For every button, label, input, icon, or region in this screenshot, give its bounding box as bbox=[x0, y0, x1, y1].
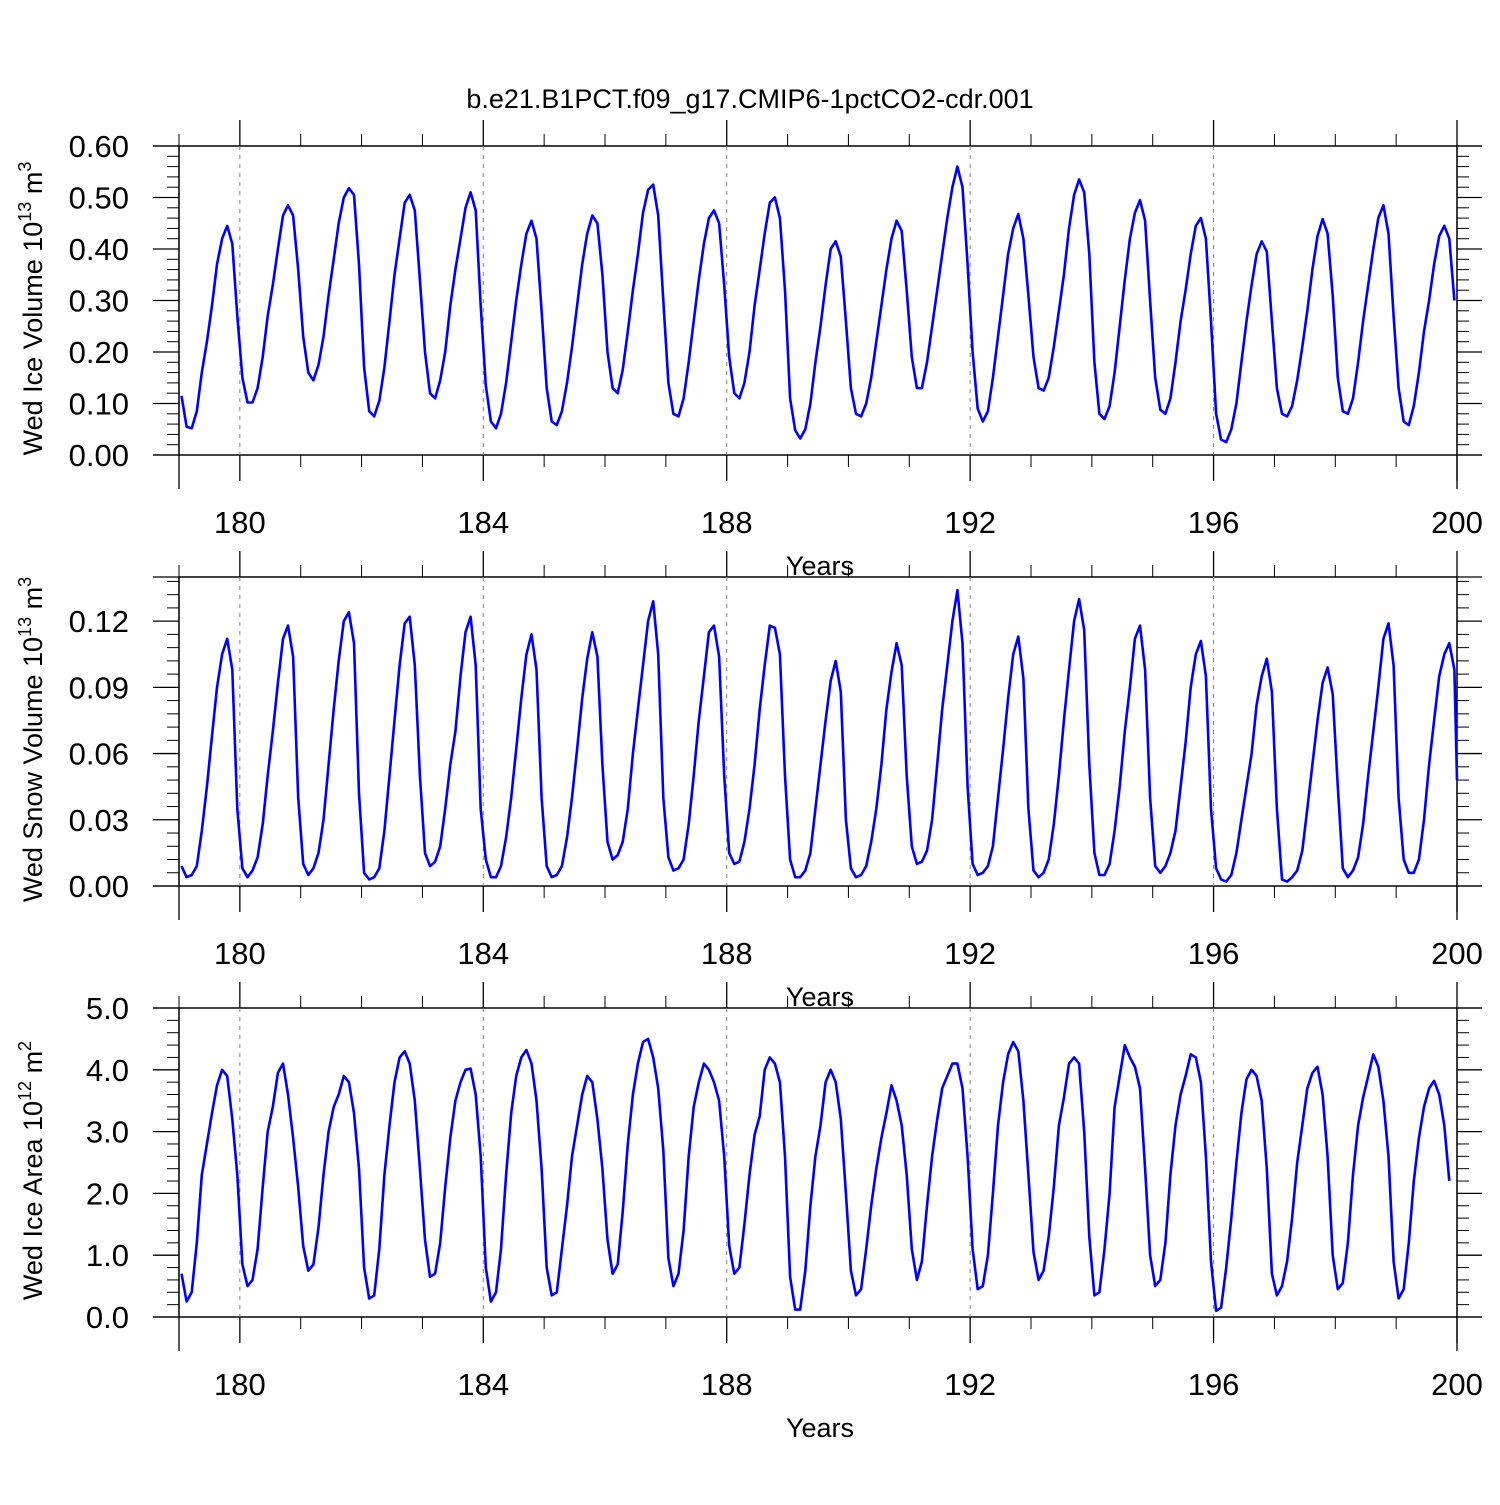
x-tick-label: 180 bbox=[214, 505, 266, 540]
y-tick-label: 0.03 bbox=[69, 803, 129, 838]
plot-frame bbox=[178, 145, 1458, 456]
x-tick-label: 192 bbox=[944, 505, 996, 540]
y-tick-label: 0.06 bbox=[69, 737, 129, 772]
y-tick-label: 4.0 bbox=[86, 1053, 129, 1088]
y-tick-label: 0.60 bbox=[69, 129, 129, 164]
y-tick-label: 0.50 bbox=[69, 181, 129, 216]
y-tick-label: 1.0 bbox=[86, 1238, 129, 1273]
y-axis-label: Wed Ice Volume 1013 m3 bbox=[15, 162, 48, 456]
series-line-1 bbox=[180, 165, 1456, 444]
x-axis-label: Years bbox=[786, 1413, 854, 1443]
chart-panel-3: 180 184 188 192 196 200 0.0 1.0 2.0 3.0 4.0 5.0 Year… bbox=[15, 982, 1483, 1443]
y-tick-label: 2.0 bbox=[86, 1176, 129, 1211]
chart-panel-2: 180 184 188 192 196 200 0.00 0.03 0.06 0.09 0.12 Ye… bbox=[15, 551, 1483, 1012]
x-tick-label: 180 bbox=[214, 936, 266, 971]
x-tick-label: 184 bbox=[457, 1367, 509, 1402]
x-tick-label: 196 bbox=[1188, 936, 1240, 971]
y-tick-label: 0.10 bbox=[69, 387, 129, 422]
y-tick-label: 0.20 bbox=[69, 335, 129, 370]
x-tick-label: 188 bbox=[701, 1367, 753, 1402]
y-tick-label: 5.0 bbox=[86, 991, 129, 1026]
x-axis-label: Years bbox=[786, 551, 854, 581]
y-tick-label: 0.30 bbox=[69, 284, 129, 319]
x-tick-label: 180 bbox=[214, 1367, 266, 1402]
x-tick-label: 200 bbox=[1431, 505, 1483, 540]
y-tick-label: 0.12 bbox=[69, 604, 129, 639]
y-tick-label: 0.00 bbox=[69, 869, 129, 904]
x-tick-label: 188 bbox=[701, 505, 753, 540]
x-tick-label: 188 bbox=[701, 936, 753, 971]
x-tick-label: 184 bbox=[457, 936, 509, 971]
x-tick-label: 192 bbox=[944, 1367, 996, 1402]
x-tick-label: 196 bbox=[1188, 505, 1240, 540]
x-tick-label: 196 bbox=[1188, 1367, 1240, 1402]
chart-panel-1: 180 184 188 192 196 200 0.00 0.10 0.20 0.30 0.40 0.… bbox=[15, 120, 1483, 581]
x-tick-label: 184 bbox=[457, 505, 509, 540]
y-tick-label: 0.00 bbox=[69, 438, 129, 473]
y-tick-label: 0.40 bbox=[69, 232, 129, 267]
x-axis-label: Years bbox=[786, 982, 854, 1012]
x-tick-label: 200 bbox=[1431, 1367, 1483, 1402]
y-tick-label: 3.0 bbox=[86, 1115, 129, 1150]
figure-title: b.e21.B1PCT.f09_g17.CMIP6-1pctCO2-cdr.00… bbox=[466, 84, 1033, 114]
x-tick-label: 200 bbox=[1431, 936, 1483, 971]
y-tick-label: 0.0 bbox=[86, 1300, 129, 1335]
series-line-1 bbox=[180, 588, 1459, 883]
series-line-1 bbox=[180, 1037, 1451, 1313]
y-tick-label: 0.09 bbox=[69, 670, 129, 705]
y-axis-label: Wed Snow Volume 1013 m3 bbox=[15, 577, 48, 902]
plot-frame bbox=[178, 576, 1458, 887]
x-tick-label: 192 bbox=[944, 936, 996, 971]
y-axis-label: Wed Ice Area 1012 m2 bbox=[15, 1041, 48, 1300]
